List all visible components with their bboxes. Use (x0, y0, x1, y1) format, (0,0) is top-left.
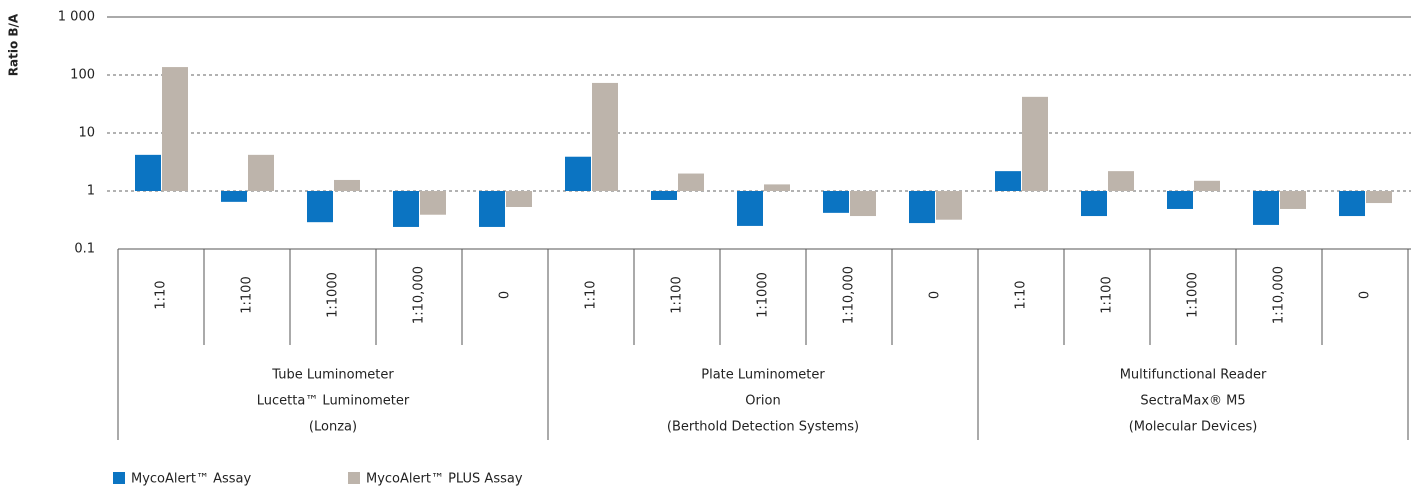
group-label: Tube Luminometer (271, 368, 394, 383)
bar (1339, 191, 1365, 217)
group-label: Orion (745, 394, 780, 409)
x-tick-label: 1:10,000 (1272, 266, 1287, 324)
y-tick-label: 0.1 (74, 242, 95, 257)
bar (506, 191, 532, 207)
bar (823, 191, 849, 213)
y-axis-label: Ratio B/A (7, 13, 21, 76)
x-tick-label: 0 (498, 291, 513, 299)
bar (1022, 96, 1048, 191)
bar (162, 67, 188, 191)
bar (1108, 171, 1134, 191)
x-tick-label: 0 (928, 291, 943, 299)
x-tick-label: 1:100 (1100, 276, 1115, 313)
legend-swatch (113, 472, 125, 484)
legend-swatch (348, 472, 360, 484)
group-label: Multifunctional Reader (1120, 368, 1267, 383)
bar (1253, 191, 1279, 225)
y-tick-label: 100 (70, 68, 95, 83)
x-tick-label: 1:10 (1014, 280, 1029, 309)
x-tick-label: 1:1000 (1186, 272, 1201, 318)
x-tick-label: 1:1000 (756, 272, 771, 318)
bar (334, 179, 360, 191)
bar (1280, 191, 1306, 209)
bar (1194, 180, 1220, 191)
bar (135, 154, 161, 191)
bar (936, 191, 962, 220)
bar (307, 191, 333, 223)
bar (995, 171, 1021, 191)
bar (565, 156, 591, 191)
y-tick-label: 1 000 (58, 10, 95, 25)
x-tick-label: 1:100 (240, 276, 255, 313)
bar (678, 173, 704, 191)
x-tick-label: 0 (1358, 291, 1373, 299)
x-tick-label: 1:10,000 (842, 266, 857, 324)
group-label: Lucetta™ Luminometer (257, 394, 410, 409)
bar (737, 191, 763, 226)
x-tick-label: 1:10,000 (412, 266, 427, 324)
group-label: SectraMax® M5 (1140, 394, 1245, 409)
group-label: Plate Luminometer (701, 368, 825, 383)
legend-label: MycoAlert™ Assay (131, 472, 251, 487)
bar (651, 191, 677, 200)
bar (479, 191, 505, 227)
group-label: (Berthold Detection Systems) (667, 420, 859, 435)
bar (1366, 191, 1392, 204)
bar (592, 82, 618, 191)
bar (1167, 191, 1193, 209)
x-tick-label: 1:100 (670, 276, 685, 313)
bar (764, 184, 790, 191)
bar (850, 191, 876, 217)
x-tick-label: 1:10 (584, 280, 599, 309)
bar (221, 191, 247, 202)
bar (420, 191, 446, 215)
group-label: (Lonza) (309, 420, 357, 435)
x-tick-label: 1:10 (154, 280, 169, 309)
bar (248, 154, 274, 191)
legend-label: MycoAlert™ PLUS Assay (366, 472, 523, 487)
group-label: (Molecular Devices) (1129, 420, 1258, 435)
y-tick-label: 10 (78, 126, 95, 141)
bar (909, 191, 935, 224)
y-tick-label: 1 (87, 184, 95, 199)
bar (393, 191, 419, 227)
x-tick-label: 1:1000 (326, 272, 341, 318)
bar (1081, 191, 1107, 217)
